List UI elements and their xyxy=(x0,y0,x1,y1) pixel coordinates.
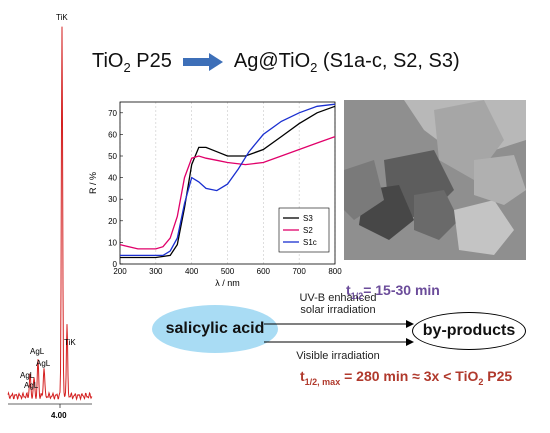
half-life-uvb: t1/2= 15-30 min xyxy=(346,282,440,301)
legend-label-S1c: S1c xyxy=(303,238,317,247)
edx-peak-label-tik-minor: TiK xyxy=(64,338,76,347)
arrow-top-label: UV-B enhanced solar irradiation xyxy=(268,292,408,316)
headline-right-tail: (S1a-c, S2, S3) xyxy=(317,50,460,72)
half-life-visible-tail: P25 xyxy=(483,368,513,384)
headline-right: Ag@TiO2 (S1a-c, S2, S3) xyxy=(233,50,460,75)
y-tick-label: 40 xyxy=(108,174,117,183)
y-tick-label: 20 xyxy=(108,217,117,226)
headline: TiO2 P25 Ag@TiO2 (S1a-c, S2, S3) xyxy=(92,50,460,80)
half-life-uvb-prefix: t xyxy=(346,282,351,298)
edx-axis-label: 4.00 xyxy=(51,411,67,420)
headline-left: TiO2 P25 xyxy=(92,50,172,75)
y-tick-label: 60 xyxy=(108,130,117,139)
x-tick-label: 700 xyxy=(292,267,306,276)
edx-spectrum: TiK TiK AgL AgL AgL AgL 4.00 xyxy=(7,13,93,420)
series-line-S1c xyxy=(120,103,336,257)
legend-label-S2: S2 xyxy=(303,226,313,235)
edx-peak-label-agl-1: AgL xyxy=(30,347,45,356)
x-tick-label: 800 xyxy=(328,267,342,276)
arrow-bottom-label: Visible irradiation xyxy=(296,350,380,362)
reaction-arrows xyxy=(264,320,414,346)
reflectance-chart: 200 300 400 500 600 700 800 0 10 20 30 40 50 60 70 λ / … xyxy=(88,101,342,288)
half-life-uvb-sub: 1/2 xyxy=(350,290,364,301)
edx-peak-label-agl-4: AgL xyxy=(24,381,39,390)
product-ellipse: by-products xyxy=(412,312,526,350)
arrow-top-label-line2: solar irradiation xyxy=(300,304,376,316)
x-tick-label: 600 xyxy=(257,267,271,276)
y-tick-label: 70 xyxy=(108,109,117,118)
half-life-visible-value: = 280 min ≈ 3x < TiO xyxy=(340,368,479,384)
headline-right-sub: 2 xyxy=(310,60,318,75)
y-tick-label: 30 xyxy=(108,195,117,204)
series-line-S3 xyxy=(120,105,336,259)
y-tick-label: 50 xyxy=(108,152,117,161)
series-line-S2 xyxy=(119,135,336,250)
right-arrow-icon xyxy=(183,52,224,71)
x-tick-label: 400 xyxy=(185,267,199,276)
headline-left-text: TiO xyxy=(92,50,124,72)
half-life-visible: t1/2, max = 280 min ≈ 3x < TiO2 P25 xyxy=(300,368,512,387)
half-life-uvb-value: = 15-30 min xyxy=(363,282,440,298)
tem-micrograph xyxy=(344,100,526,260)
y-tick-label: 0 xyxy=(113,260,118,269)
y-tick-label: 10 xyxy=(108,238,117,247)
headline-right-text: Ag@TiO xyxy=(233,50,311,72)
reactant-ellipse: salicylic acid xyxy=(152,305,278,353)
edx-peak-label-agl-2: AgL xyxy=(36,359,51,368)
edx-trace xyxy=(7,26,93,401)
headline-left-sub: 2 xyxy=(123,60,131,75)
legend-label-S3: S3 xyxy=(303,214,313,223)
half-life-visible-sub: 1/2, max xyxy=(304,376,341,387)
x-axis-label: λ / nm xyxy=(215,278,240,288)
arrow-top-label-line1: UV-B enhanced xyxy=(299,292,377,304)
x-tick-label: 300 xyxy=(149,267,163,276)
half-life-visible-sub2: 2 xyxy=(478,376,484,387)
x-tick-label: 200 xyxy=(113,267,127,276)
edx-peak-label-agl-3: AgL xyxy=(20,371,35,380)
headline-left-tail: P25 xyxy=(130,50,172,72)
x-tick-label: 500 xyxy=(221,267,235,276)
edx-peak-label-tik-main: TiK xyxy=(56,13,68,22)
y-axis-label: R / % xyxy=(88,172,98,194)
plot-frame xyxy=(119,101,336,265)
half-life-visible-prefix: t xyxy=(300,368,305,384)
